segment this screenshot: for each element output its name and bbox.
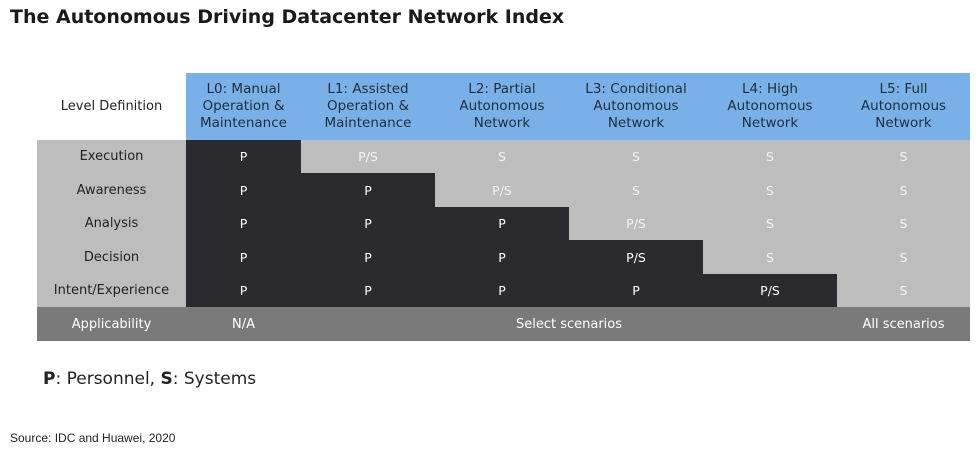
table-cell: P (435, 240, 569, 274)
table-cell: P (435, 274, 569, 307)
row-label: Intent/Experience (37, 274, 186, 307)
legend-p-text: : Personnel, (55, 369, 161, 389)
applicability-cell: Select scenarios (301, 307, 837, 341)
column-header-l5: L5: Full Autonomous Network (837, 73, 970, 140)
corner-label: Level Definition (37, 73, 186, 140)
legend: P: Personnel, S: Systems (43, 369, 256, 389)
table-cell: S (703, 140, 837, 173)
row-label: Execution (37, 140, 186, 173)
column-header-l4: L4: High Autonomous Network (703, 73, 837, 140)
table-cell: S (837, 173, 970, 207)
table-cell: P (301, 240, 435, 274)
table-cell: P (435, 207, 569, 240)
legend-s-key: S (160, 369, 173, 389)
row-label: Analysis (37, 207, 186, 240)
applicability-cell: N/A (186, 307, 301, 341)
table-cell: P (186, 274, 301, 307)
table-cell: S (837, 140, 970, 173)
applicability-label: Applicability (37, 307, 186, 341)
applicability-cell: All scenarios (837, 307, 970, 341)
column-header-l2: L2: Partial Autonomous Network (435, 73, 569, 140)
table-cell: P/S (301, 140, 435, 173)
table-cell: S (703, 173, 837, 207)
table-cell: P (186, 240, 301, 274)
table-cell: P (569, 274, 703, 307)
chart-title: The Autonomous Driving Datacenter Networ… (10, 6, 565, 28)
column-header-l1: L1: Assisted Operation & Maintenance (301, 73, 435, 140)
legend-s-text: : Systems (172, 369, 257, 389)
table-cell: S (435, 140, 569, 173)
row-label: Decision (37, 240, 186, 274)
table-cell: P/S (435, 173, 569, 207)
table-cell: P/S (569, 240, 703, 274)
table-cell: P/S (569, 207, 703, 240)
table-cell: P/S (703, 274, 837, 307)
column-header-l0: L0: Manual Operation & Maintenance (186, 73, 301, 140)
column-header-l3: L3: Conditional Autonomous Network (569, 73, 703, 140)
table-cell: P (186, 207, 301, 240)
table-cell: P (301, 207, 435, 240)
legend-p-key: P (43, 369, 56, 389)
table-cell: S (837, 207, 970, 240)
table-cell: S (569, 140, 703, 173)
table-cell: P (301, 274, 435, 307)
table-cell: S (837, 274, 970, 307)
table-cell: P (186, 140, 301, 173)
table-cell: S (703, 207, 837, 240)
table-cell: P (186, 173, 301, 207)
table-cell: S (569, 173, 703, 207)
table-cell: P (301, 173, 435, 207)
table-cell: S (703, 240, 837, 274)
table-cell: S (837, 240, 970, 274)
source-note: Source: IDC and Huawei, 2020 (10, 431, 176, 445)
level-definition-table: Level Definition L0: Manual Operation & Mai… (37, 73, 970, 341)
row-label: Awareness (37, 173, 186, 207)
